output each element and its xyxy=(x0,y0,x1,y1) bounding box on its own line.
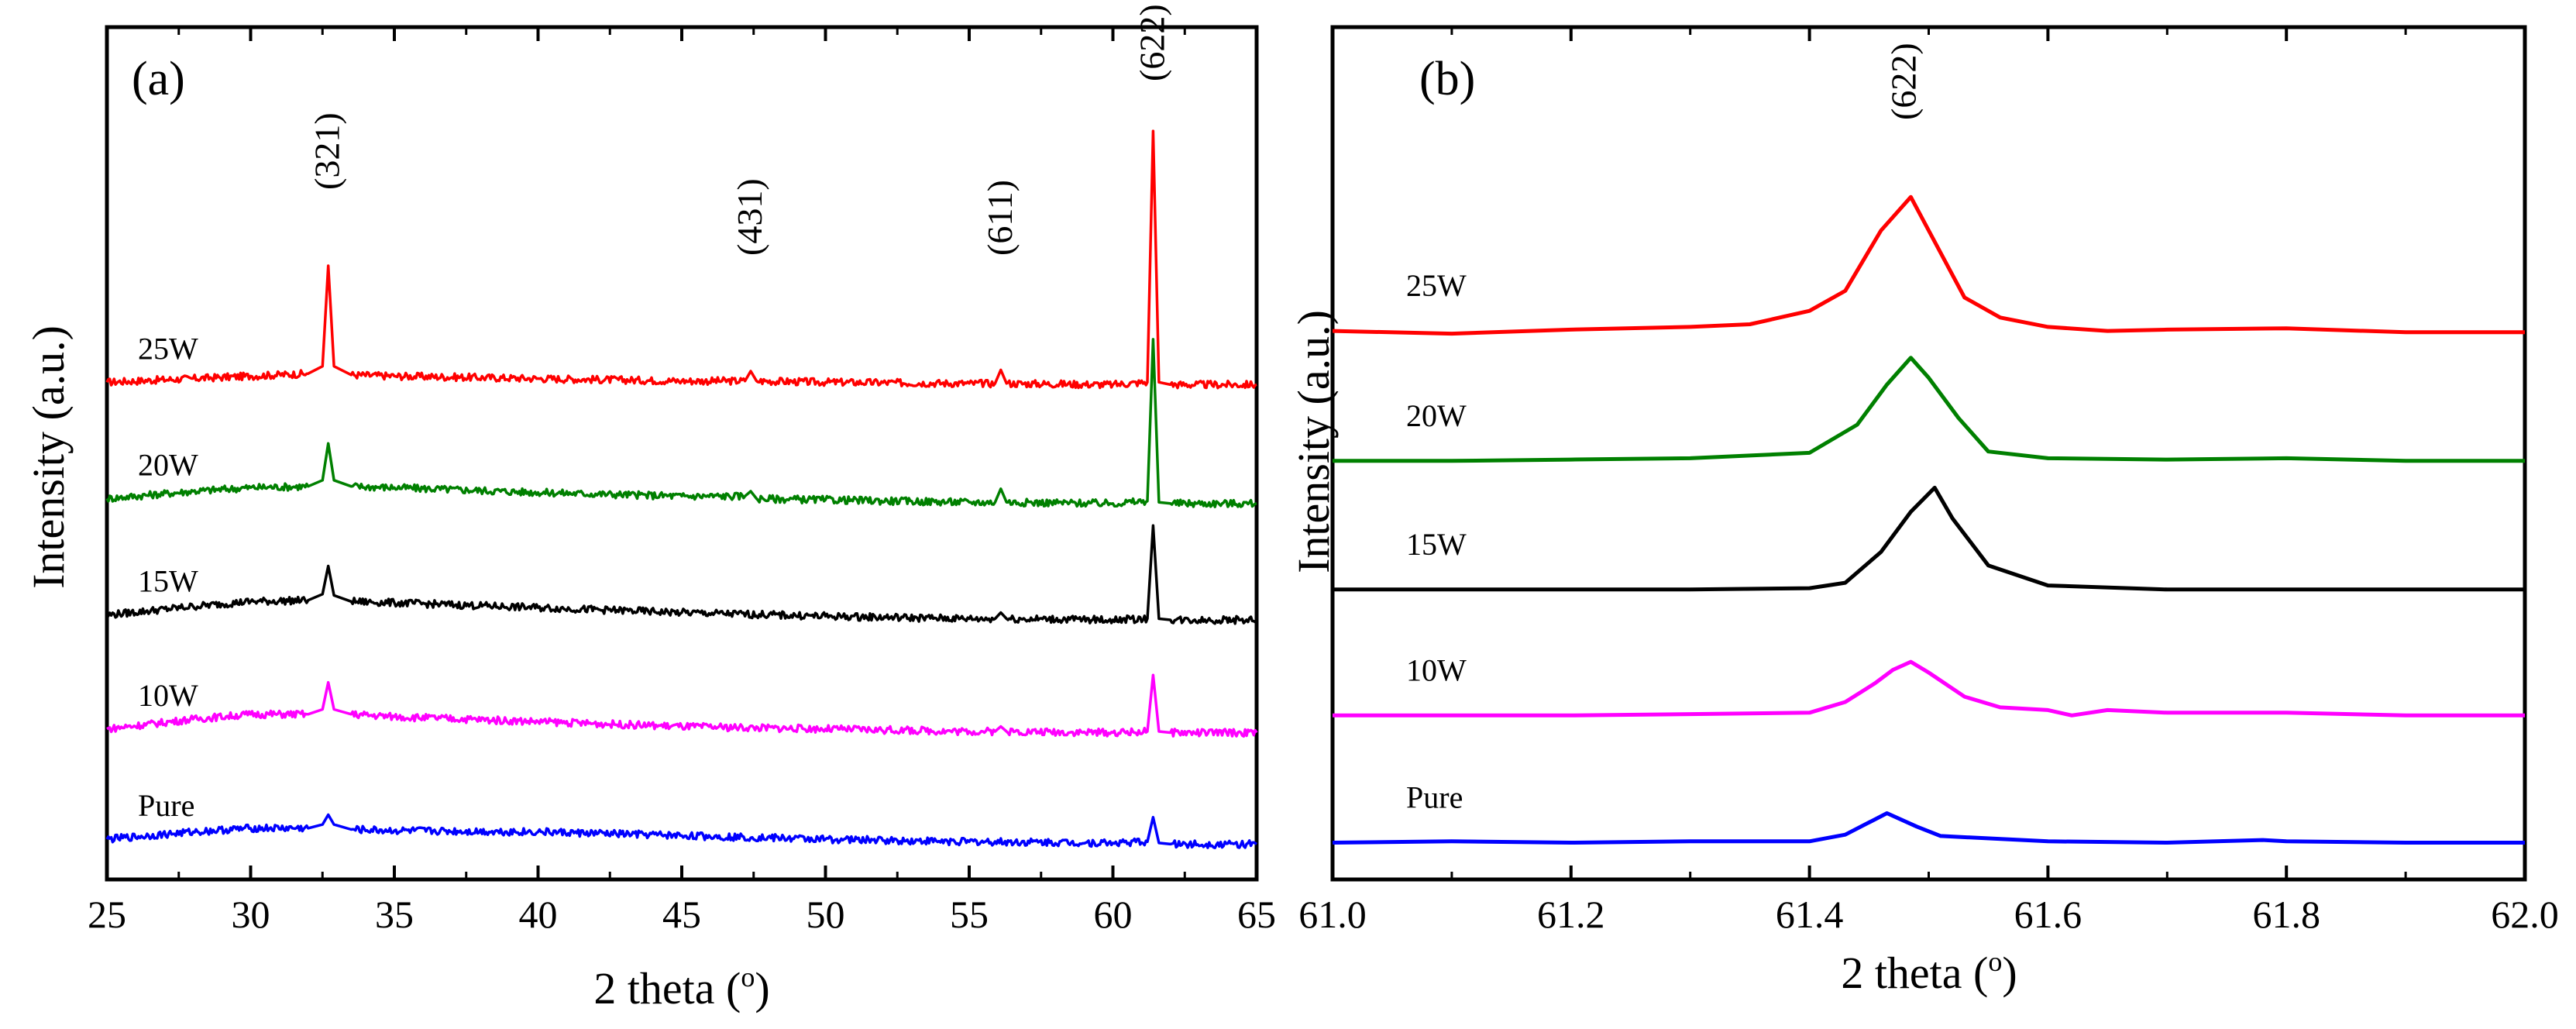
series-label-pure: Pure xyxy=(1406,780,1463,815)
panel-a-xlabel-sup: o xyxy=(741,962,755,993)
panel-b-series-labels: 25W 20W 15W 10W Pure xyxy=(1406,268,1467,814)
x-tick-label: 61.0 xyxy=(1298,893,1367,936)
series-line-pure xyxy=(1332,811,2525,845)
peak-label: (622) xyxy=(1132,4,1171,81)
panel-a-label: (a) xyxy=(132,53,185,105)
x-tick-label: 62.0 xyxy=(2491,893,2559,936)
panel-b-xlabel-sup: o xyxy=(1988,946,2002,977)
x-tick-label: 55 xyxy=(950,893,989,936)
panel-b-xlabel-main: 2 theta ( xyxy=(1841,948,1988,998)
panel-b-ticks: 61.0 61.2 61.4 61.6 61.8 62.0 xyxy=(1298,27,2559,936)
panel-b-ylabel: Intensity (a.u.) xyxy=(1288,310,1339,573)
panel-b-xlabel: 2 theta (o) xyxy=(1841,946,2017,998)
series-line-10w xyxy=(1333,659,2525,718)
panel-b-frame xyxy=(1330,25,2527,882)
series-label-10w: 10W xyxy=(1406,652,1467,687)
series-label-15w: 15W xyxy=(138,564,198,599)
panel-b-peak-labels: (622) xyxy=(1884,43,1924,120)
panel-a-peak-labels: (321) (431) (611) (622) xyxy=(308,4,1172,256)
series-label-20w: 20W xyxy=(1406,398,1467,433)
panel-b-xlabel-end: ) xyxy=(2002,948,2017,998)
x-tick-label: 40 xyxy=(519,893,558,936)
panel-a-xlabel-main: 2 theta ( xyxy=(593,963,741,1014)
peak-label: (431) xyxy=(730,178,769,256)
panel-b-chart: 61.0 61.2 61.4 61.6 61.8 62.0 (622) 25W 20W 15W… xyxy=(1288,25,2559,998)
panel-a-ticks: 25 30 35 40 45 50 55 60 65 xyxy=(88,27,1276,936)
panel-a-xlabel: 2 theta (o) xyxy=(593,962,769,1014)
x-tick-label: 61.2 xyxy=(1537,893,1605,936)
x-tick-label: 60 xyxy=(1094,893,1133,936)
panel-a-series-group xyxy=(105,129,1258,849)
x-tick-label: 65 xyxy=(1237,893,1276,936)
peak-label: (611) xyxy=(980,180,1020,256)
series-line-25w xyxy=(1332,194,2525,336)
series-label-25w: 25W xyxy=(138,331,198,366)
panel-a-ylabel: Intensity (a.u.) xyxy=(23,325,74,589)
panel-b-series-group xyxy=(1332,194,2525,845)
series-line-10w xyxy=(106,673,1258,738)
series-line-25w xyxy=(105,129,1257,390)
series-label-pure: Pure xyxy=(138,788,194,823)
panel-b-label: (b) xyxy=(1419,53,1475,105)
series-label-10w: 10W xyxy=(138,678,198,713)
x-tick-label: 61.8 xyxy=(2252,893,2320,936)
panel-a-xlabel-end: ) xyxy=(755,963,769,1014)
x-tick-label: 35 xyxy=(375,893,414,936)
x-tick-label: 45 xyxy=(662,893,701,936)
panel-a-frame xyxy=(105,25,1259,882)
x-tick-label: 61.6 xyxy=(2014,893,2082,936)
peak-label: (321) xyxy=(308,112,347,190)
series-line-20w xyxy=(1333,356,2525,463)
x-tick-label: 61.4 xyxy=(1776,893,1844,936)
series-line-15w xyxy=(106,524,1258,625)
series-line-15w xyxy=(1333,485,2525,592)
series-label-25w: 25W xyxy=(1406,268,1467,303)
series-label-15w: 15W xyxy=(1406,527,1467,562)
series-line-20w xyxy=(105,338,1257,508)
series-line-pure xyxy=(105,813,1257,849)
x-tick-label: 50 xyxy=(807,893,845,936)
panel-a-series-labels: 25W 20W 15W 10W Pure xyxy=(138,331,198,823)
series-label-20w: 20W xyxy=(138,447,198,482)
peak-label: (622) xyxy=(1884,43,1924,120)
x-tick-label: 30 xyxy=(232,893,270,936)
panel-a-chart: 25 30 35 40 45 50 55 60 65 (321)(431) (611)(622) … xyxy=(23,4,1276,1014)
x-tick-label: 25 xyxy=(88,893,126,936)
